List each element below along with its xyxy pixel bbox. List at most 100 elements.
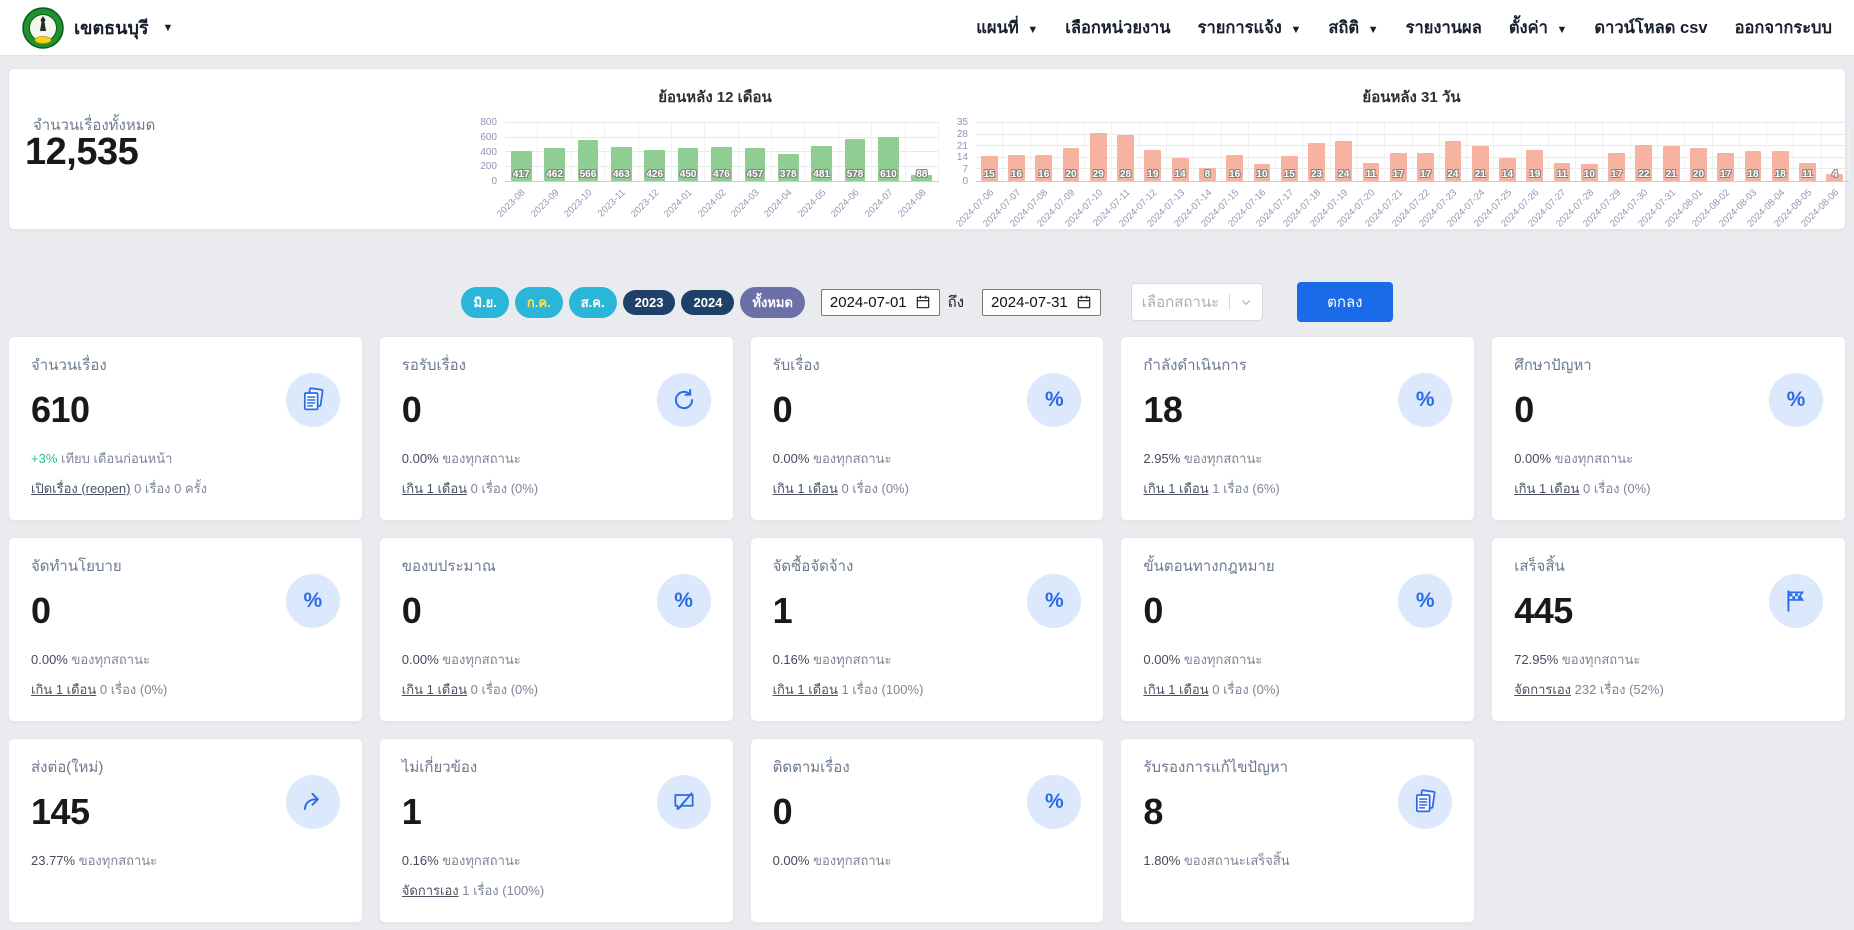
overdue-link[interactable]: เกิน 1 เดือน bbox=[401, 481, 468, 496]
bar-slot: 15 2024-07-17 bbox=[1254, 123, 1304, 229]
bar bbox=[1826, 174, 1844, 181]
date-from-input[interactable]: 2024-07-01 bbox=[820, 288, 940, 316]
self-managed-link[interactable]: จัดการเอง bbox=[401, 883, 459, 898]
overdue-link[interactable]: เกิน 1 เดือน bbox=[772, 682, 838, 697]
bar bbox=[1417, 152, 1435, 181]
y-tick-label: 28 bbox=[956, 128, 968, 140]
badge-june[interactable]: มิ.ย. bbox=[461, 286, 509, 318]
reopen-link[interactable]: เปิดเรื่อง (reopen) bbox=[31, 481, 131, 496]
x-tick-label: 2024-06 bbox=[829, 187, 862, 220]
bar-slot: 578 2024-06 bbox=[829, 123, 873, 220]
bar bbox=[1171, 157, 1189, 181]
card-percent: 0.16% bbox=[401, 853, 439, 868]
overdue-link[interactable]: เกิน 1 เดือน bbox=[772, 481, 838, 496]
date-to-input[interactable]: 2024-07-31 bbox=[982, 288, 1101, 316]
card-percent: 23.77% bbox=[31, 853, 76, 868]
bar-slot: 21 2024-07-31 bbox=[1636, 123, 1686, 229]
bar-slot: 19 2024-07-26 bbox=[1499, 123, 1549, 229]
forward-arrow-icon bbox=[303, 792, 319, 811]
overdue-link[interactable]: เกิน 1 เดือน bbox=[31, 682, 97, 697]
badge-2024[interactable]: 2024 bbox=[681, 289, 735, 315]
bar-value-label: 16 bbox=[1229, 169, 1241, 180]
nav-item-download-csv[interactable]: ดาวน์โหลด csv bbox=[1594, 18, 1708, 37]
bar-slot: 566 2023-10 bbox=[562, 123, 606, 220]
card-icon-circle: % bbox=[1768, 373, 1823, 427]
bar bbox=[711, 146, 732, 181]
card-percent-caption: ของทุกสถานะ bbox=[438, 652, 521, 667]
bar-value-label: 88 bbox=[916, 169, 928, 180]
card-percent: 0.16% bbox=[772, 652, 810, 667]
card-percent-caption: ของทุกสถานะ bbox=[75, 853, 158, 868]
bar-value-label: 21 bbox=[1474, 169, 1486, 180]
nav-item-logout[interactable]: ออกจากระบบ bbox=[1734, 18, 1832, 37]
overdue-link[interactable]: เกิน 1 เดือน bbox=[401, 682, 468, 697]
nav-item-settings[interactable]: ตั้งค่า ▼ bbox=[1508, 18, 1568, 37]
gridline bbox=[976, 168, 1849, 170]
stat-card-policy: จัดทำนโยบาย 0 0.00% ของทุกสถานะ เกิน 1 เ… bbox=[8, 537, 363, 722]
card-icon-circle: % bbox=[1398, 574, 1453, 628]
badge-july[interactable]: ก.ค. bbox=[514, 286, 563, 318]
x-tick-label: 2024-08 bbox=[896, 187, 929, 220]
bar-slot: 88 2024-08 bbox=[896, 123, 939, 220]
bar-value-label: 20 bbox=[1692, 169, 1705, 180]
bar bbox=[1062, 147, 1080, 181]
bar bbox=[911, 174, 933, 181]
bar-value-label: 463 bbox=[612, 169, 630, 180]
nav-item-report-list[interactable]: รายการแจ้ง ▼ bbox=[1197, 18, 1302, 37]
nav-item-map[interactable]: แผนที่ ▼ bbox=[976, 18, 1039, 37]
bar-value-label: 11 bbox=[1556, 169, 1568, 180]
badge-all[interactable]: ทั้งหมด bbox=[740, 286, 805, 318]
stat-card-legal: ขั้นตอนทางกฎหมาย 0 0.00% ของทุกสถานะ เกิ… bbox=[1120, 537, 1476, 722]
link-caption: 1 เรื่อง (100%) bbox=[837, 682, 924, 697]
bar-value-label: 4 bbox=[1832, 169, 1838, 180]
nav-item-statistics[interactable]: สถิติ ▼ bbox=[1328, 18, 1379, 37]
card-title: ศึกษาปัญหา bbox=[1514, 357, 1592, 374]
bar-value-label: 462 bbox=[546, 169, 563, 180]
card-value: 1 bbox=[401, 791, 422, 832]
calendar-icon bbox=[916, 295, 929, 309]
copy-documents-icon bbox=[303, 387, 324, 411]
card-percent-caption: ของทุกสถานะ bbox=[1551, 451, 1634, 466]
bar-slot: 4 2024-08-06 bbox=[1799, 123, 1849, 229]
link-caption: 232 เรื่อง (52%) bbox=[1571, 682, 1664, 697]
overdue-link[interactable]: เกิน 1 เดือน bbox=[1143, 481, 1209, 496]
nav-item-select-agency[interactable]: เลือกหน่วยงาน bbox=[1065, 18, 1171, 37]
card-title: เสร็จสิ้น bbox=[1514, 558, 1565, 575]
org-switcher[interactable]: เขตธนบุรี ▼ bbox=[22, 6, 173, 49]
percent-icon: % bbox=[1415, 589, 1435, 612]
bar-slot: 11 2024-08-05 bbox=[1772, 123, 1822, 229]
badge-2023[interactable]: 2023 bbox=[622, 289, 676, 315]
x-tick-label: 2023-10 bbox=[562, 187, 595, 220]
card-title: กำลังดำเนินการ bbox=[1143, 357, 1247, 374]
status-select[interactable]: เลือกสถานะ bbox=[1130, 283, 1264, 321]
bar bbox=[1253, 164, 1271, 181]
y-tick-label: 200 bbox=[480, 161, 497, 173]
bar-value-label: 19 bbox=[1147, 169, 1159, 180]
x-tick-label: 2024-05 bbox=[795, 187, 829, 220]
percent-icon: % bbox=[674, 589, 693, 612]
x-tick-label: 2024-03 bbox=[729, 187, 762, 220]
bar-slot: 23 2024-07-18 bbox=[1281, 123, 1331, 229]
bar bbox=[1690, 147, 1707, 181]
card-percent-caption: ของสถานะเสร็จสิ้น bbox=[1180, 853, 1290, 868]
bar-slot: 17 2024-07-29 bbox=[1581, 123, 1631, 229]
bar-value-label: 18 bbox=[1774, 169, 1786, 180]
card-percent: 72.95% bbox=[1514, 652, 1559, 667]
nav-item-results[interactable]: รายงานผล bbox=[1405, 18, 1482, 37]
percent-icon: % bbox=[1045, 790, 1064, 813]
badge-august[interactable]: ส.ค. bbox=[568, 286, 617, 318]
self-managed-link[interactable]: จัดการเอง bbox=[1514, 682, 1571, 697]
bar-slot: 18 2024-08-03 bbox=[1718, 123, 1768, 229]
overdue-link[interactable]: เกิน 1 เดือน bbox=[1143, 682, 1209, 697]
overdue-link[interactable]: เกิน 1 เดือน bbox=[1514, 481, 1580, 496]
bar bbox=[811, 146, 832, 181]
submit-button[interactable]: ตกลง bbox=[1297, 282, 1393, 322]
bar-value-label: 23 bbox=[1310, 169, 1323, 180]
card-title: ไม่เกี่ยวข้อง bbox=[401, 759, 478, 776]
stat-card-irrelevant: ไม่เกี่ยวข้อง 1 0.16% ของทุกสถานะ จัดการ… bbox=[378, 738, 734, 923]
card-icon-circle bbox=[285, 373, 340, 427]
bar-value-label: 417 bbox=[512, 169, 530, 180]
bar-value-label: 17 bbox=[1611, 169, 1623, 180]
gridline bbox=[505, 122, 939, 123]
card-title: ส่งต่อ(ใหม่) bbox=[31, 759, 104, 776]
